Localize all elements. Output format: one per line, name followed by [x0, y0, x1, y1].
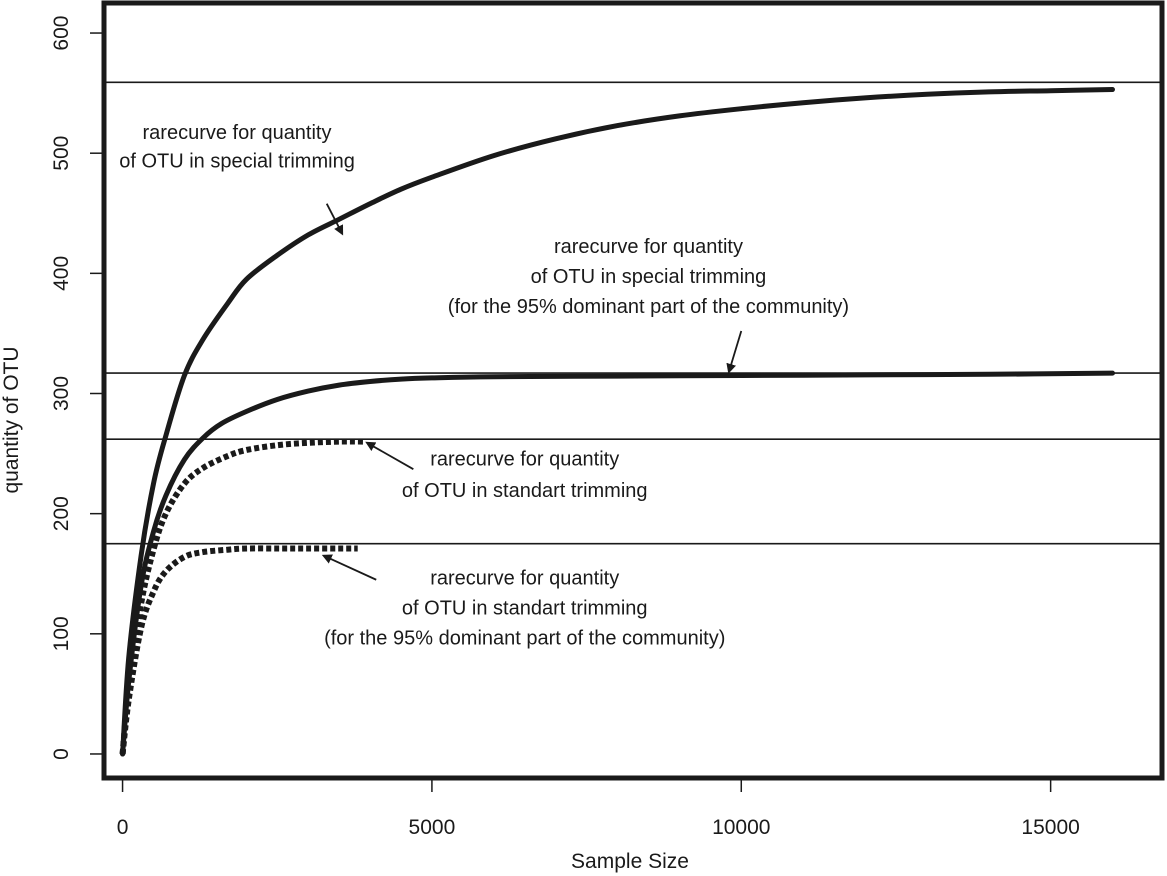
x-axis-title: Sample Size: [571, 850, 689, 873]
y-tick-label-500: 500: [50, 136, 73, 171]
x-axis: 0 5000 10000 15000: [117, 780, 1080, 839]
x-tick-label-15000: 15000: [1021, 816, 1079, 839]
annotation-1-line-1: rarecurve for quantity: [143, 122, 332, 144]
series-line-4: [119, 545, 358, 755]
y-tick-label-300: 300: [50, 376, 73, 411]
x-tick-label-5000: 5000: [409, 816, 456, 839]
annotation-3-line-2: of OTU in standart trimming: [402, 480, 648, 502]
curves: [119, 87, 1115, 757]
annotation-3-line-1: rarecurve for quantity: [430, 449, 619, 471]
annotation-2-line-2: of OTU in special trimming: [531, 266, 767, 288]
annotation-4-line-2: of OTU in standart trimming: [402, 598, 648, 620]
plot-frame: [101, 0, 1165, 781]
annotation-4-arrow: [321, 554, 377, 581]
annotations: rarecurve for quantity of OTU in special …: [119, 122, 849, 650]
annotation-4-line-3: (for the 95% dominant part of the commun…: [324, 628, 725, 650]
x-tick-label-10000: 10000: [712, 816, 770, 839]
reference-lines: [104, 81, 1162, 545]
y-axis-title: quantity of OTU: [0, 346, 23, 493]
y-tick-label-600: 600: [50, 16, 73, 51]
y-tick-label-100: 100: [50, 616, 73, 651]
y-tick-label-400: 400: [50, 256, 73, 291]
annotation-4: rarecurve for quantity of OTU in standart…: [321, 554, 725, 650]
annotation-1-arrow: [325, 203, 344, 236]
annotation-3-arrow: [365, 441, 414, 470]
series-line-3: [119, 438, 364, 755]
series-line-2: [120, 370, 1115, 757]
y-tick-label-200: 200: [50, 496, 73, 531]
series-line-1: [120, 87, 1115, 757]
annotation-1: rarecurve for quantity of OTU in special …: [119, 122, 355, 236]
y-axis: 0 100 200 300 400 500 600: [50, 16, 102, 760]
annotation-3: rarecurve for quantity of OTU in standart…: [365, 441, 648, 502]
annotation-2-line-1: rarecurve for quantity: [554, 236, 743, 258]
annotation-4-line-1: rarecurve for quantity: [430, 568, 619, 590]
annotation-2: rarecurve for quantity of OTU in special …: [448, 236, 849, 374]
x-tick-label-0: 0: [117, 816, 129, 839]
annotation-2-arrow: [726, 330, 743, 374]
annotation-1-line-2: of OTU in special trimming: [119, 151, 355, 173]
y-tick-label-0: 0: [50, 748, 73, 760]
annotation-2-line-3: (for the 95% dominant part of the commun…: [448, 296, 849, 318]
